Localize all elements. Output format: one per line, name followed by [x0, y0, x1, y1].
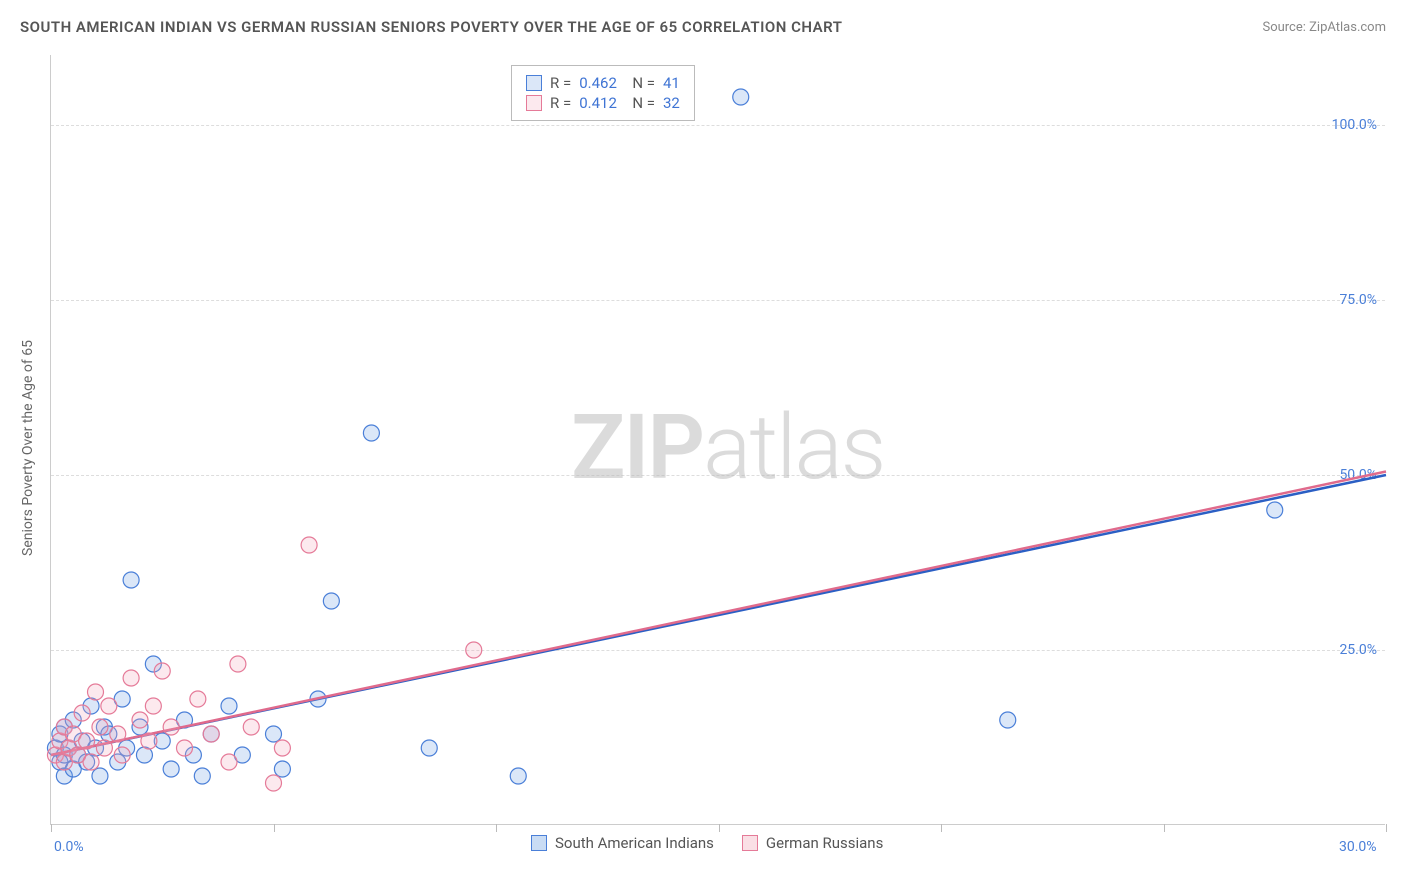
data-point	[123, 572, 139, 588]
x-tick-label: 30.0%	[1339, 839, 1377, 855]
source-label: Source: ZipAtlas.com	[1262, 20, 1386, 35]
data-point	[92, 719, 108, 735]
stats-box: R = 0.462 N = 41R = 0.412 N = 32	[511, 65, 695, 121]
x-tick	[1386, 824, 1387, 832]
data-point	[88, 684, 104, 700]
stats-swatch	[526, 95, 542, 111]
data-point	[145, 698, 161, 714]
stats-row: R = 0.462 N = 41	[526, 74, 680, 92]
x-tick	[51, 824, 52, 832]
data-point	[101, 698, 117, 714]
stats-r-label: R =	[550, 74, 571, 92]
plot-area: 25.0%50.0%75.0%100.0% ZIPatlas R = 0.462…	[50, 55, 1385, 825]
legend-swatch	[531, 835, 547, 851]
x-tick	[496, 824, 497, 832]
x-tick	[719, 824, 720, 832]
data-point	[274, 761, 290, 777]
data-point	[274, 740, 290, 756]
stats-r-value: 0.462	[579, 74, 617, 92]
stats-n-label: N =	[625, 94, 655, 112]
data-point	[110, 726, 126, 742]
data-point	[132, 712, 148, 728]
data-point	[96, 740, 112, 756]
stats-r-value: 0.412	[579, 94, 617, 112]
data-point	[141, 733, 157, 749]
chart-title: SOUTH AMERICAN INDIAN VS GERMAN RUSSIAN …	[20, 18, 842, 36]
data-point	[79, 733, 95, 749]
data-point	[266, 775, 282, 791]
stats-swatch	[526, 75, 542, 91]
data-point	[154, 663, 170, 679]
data-point	[163, 761, 179, 777]
data-point	[163, 719, 179, 735]
data-point	[74, 705, 90, 721]
stats-n-label: N =	[625, 74, 655, 92]
data-point	[190, 691, 206, 707]
data-point	[194, 768, 210, 784]
stats-n-value: 41	[663, 74, 680, 92]
x-tick	[274, 824, 275, 832]
stats-n-value: 32	[663, 94, 680, 112]
bottom-legend: South American Indians German Russians	[531, 834, 883, 852]
data-point	[363, 425, 379, 441]
legend-label: German Russians	[766, 834, 883, 852]
data-point	[266, 726, 282, 742]
legend-item: South American Indians	[531, 834, 714, 852]
data-point	[221, 754, 237, 770]
x-tick	[941, 824, 942, 832]
data-point	[1267, 502, 1283, 518]
data-point	[203, 726, 219, 742]
x-tick-label: 0.0%	[54, 839, 84, 855]
data-point	[1000, 712, 1016, 728]
legend-item: German Russians	[742, 834, 883, 852]
x-tick	[1164, 824, 1165, 832]
stats-r-label: R =	[550, 94, 571, 112]
data-point	[323, 593, 339, 609]
data-point	[510, 768, 526, 784]
stats-row: R = 0.412 N = 32	[526, 94, 680, 112]
y-axis-label: Seniors Poverty Over the Age of 65	[20, 340, 36, 556]
data-point	[230, 656, 246, 672]
data-point	[421, 740, 437, 756]
data-point	[92, 768, 108, 784]
legend-label: South American Indians	[555, 834, 714, 852]
trendline	[51, 472, 1386, 756]
legend-swatch	[742, 835, 758, 851]
data-point	[243, 719, 259, 735]
data-point	[83, 754, 99, 770]
data-point	[221, 698, 237, 714]
data-point	[301, 537, 317, 553]
data-point	[466, 642, 482, 658]
data-point	[733, 89, 749, 105]
data-point	[177, 740, 193, 756]
data-point	[114, 747, 130, 763]
data-point	[123, 670, 139, 686]
scatter-plot-svg	[51, 55, 1385, 824]
